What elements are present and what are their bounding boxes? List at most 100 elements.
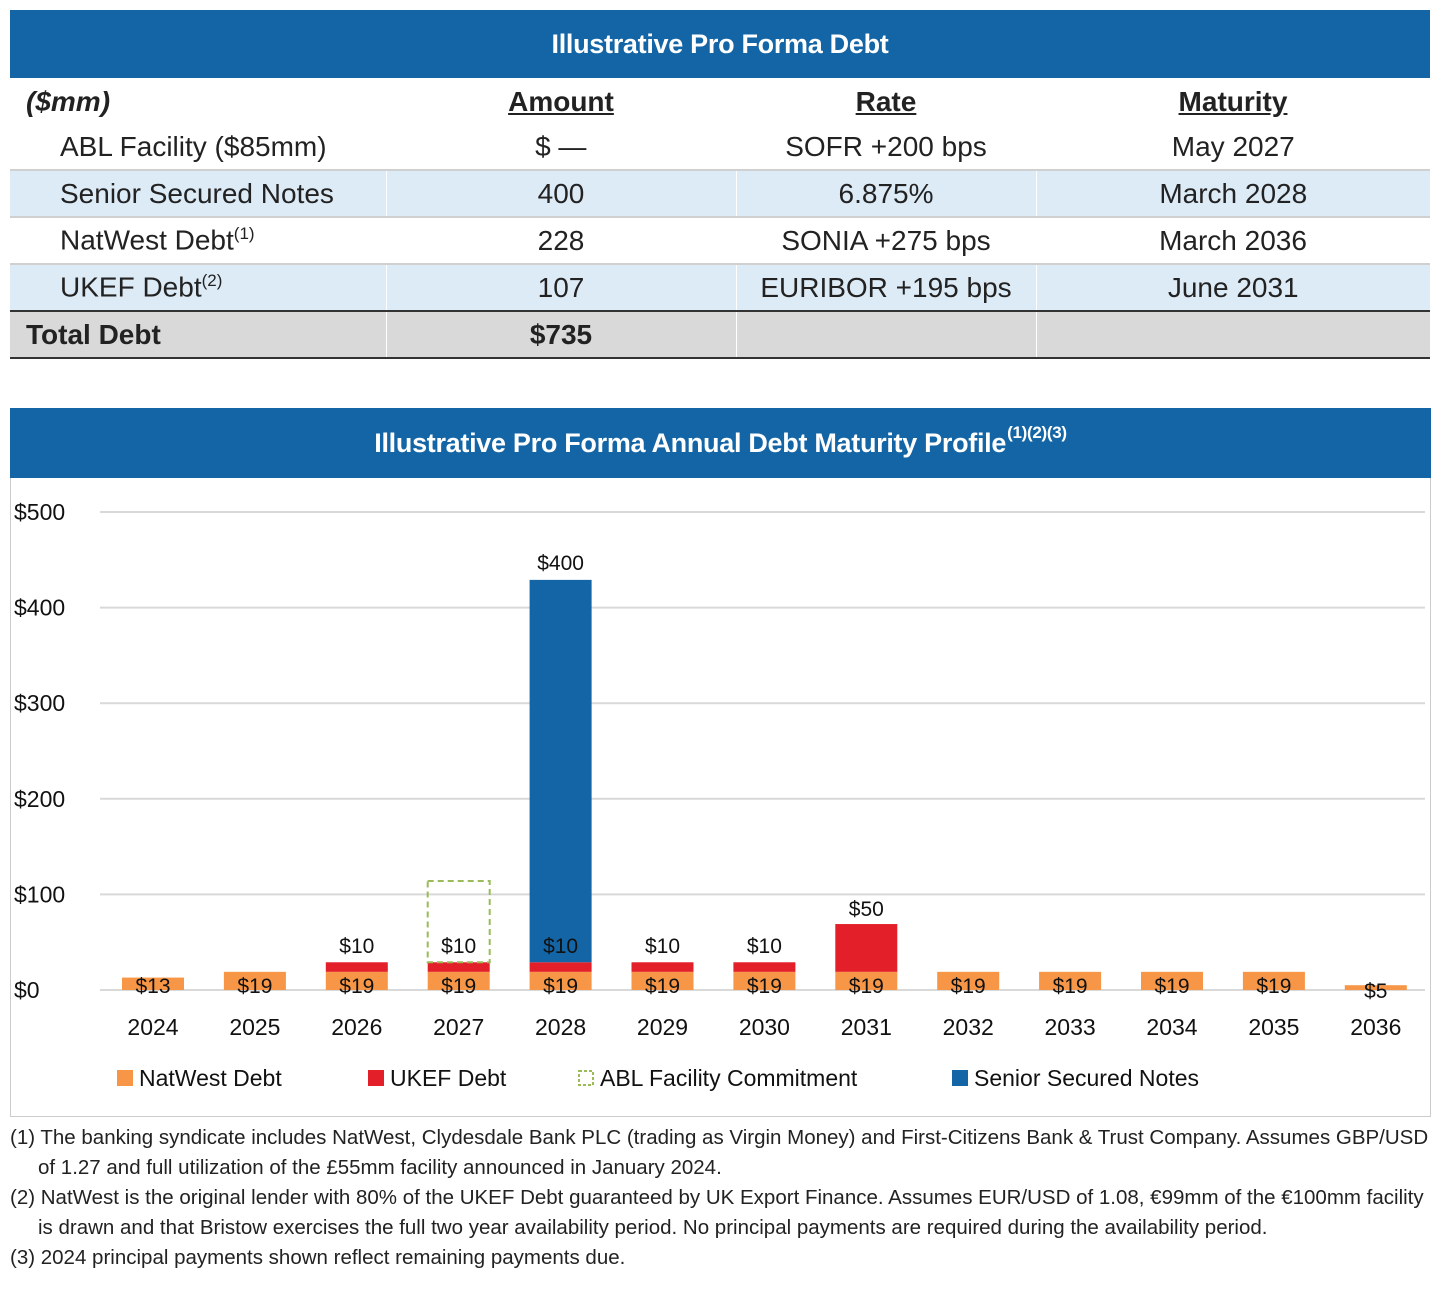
footnotes: (1) The banking syndicate includes NatWe… xyxy=(10,1123,1430,1273)
bar-natwest-2036 xyxy=(1344,985,1407,990)
table-row: UKEF Debt(2) 107 EURIBOR +195 bps June 2… xyxy=(10,264,1430,311)
row-amount: $ — xyxy=(386,124,737,171)
row-maturity: June 2031 xyxy=(1036,264,1430,311)
legend-swatch xyxy=(952,1070,968,1086)
legend-label: NatWest Debt xyxy=(139,1065,282,1091)
label-natwest-2025: $19 xyxy=(237,975,272,998)
bar-natwest-2024 xyxy=(122,977,184,990)
footnote-1: (1) The banking syndicate includes NatWe… xyxy=(10,1126,1429,1179)
total-row: Total Debt $735 xyxy=(10,310,1430,359)
bar-natwest-2031 xyxy=(835,971,898,990)
y-tick-label: $100 xyxy=(14,881,65,907)
header-rate: Rate xyxy=(855,86,917,117)
row-label: ABL Facility ($85mm) xyxy=(10,124,386,171)
legend-swatch xyxy=(117,1070,133,1086)
label-ukef-2030: $10 xyxy=(747,935,782,958)
bar-natwest-2033 xyxy=(1039,971,1102,990)
label-natwest-2034: $19 xyxy=(1154,975,1189,998)
label-natwest-2031: $19 xyxy=(849,975,884,998)
total-rate-empty xyxy=(736,310,1037,359)
x-tick-label: 2029 xyxy=(637,1014,688,1040)
bar-natwest-2027 xyxy=(427,971,490,990)
table-row: Senior Secured Notes 400 6.875% March 20… xyxy=(10,170,1430,218)
total-maturity-empty xyxy=(1036,310,1430,359)
bar-natwest-2034 xyxy=(1141,971,1203,990)
label-natwest-2024: $13 xyxy=(135,975,170,998)
total-amount: $735 xyxy=(386,310,737,359)
x-tick-label: 2031 xyxy=(841,1014,892,1040)
label-ukef-2026: $10 xyxy=(339,935,374,958)
legend-label: ABL Facility Commitment xyxy=(600,1065,858,1091)
row-amount: 228 xyxy=(386,217,736,265)
bar-ukef-2031 xyxy=(835,924,898,972)
bar-abl-2027 xyxy=(426,880,491,964)
maturity-chart: $0 $100 $200 $300 $400 $500 $13 2024 $19 2025 $19 $… xyxy=(14,499,1425,1091)
x-tick-label: 2024 xyxy=(127,1014,178,1040)
table-header-row: ($mm) Amount Rate Maturity xyxy=(10,80,1430,124)
label-natwest-2026: $19 xyxy=(339,975,374,998)
row-label: Senior Secured Notes xyxy=(10,170,387,218)
y-tick-label: $400 xyxy=(14,595,65,621)
debt-table-title: Illustrative Pro Forma Debt xyxy=(10,10,1430,78)
label-ukef-2029: $10 xyxy=(645,935,680,958)
header-units: ($mm) xyxy=(26,86,111,117)
legend-label: UKEF Debt xyxy=(390,1065,507,1091)
label-ukef-2027: $10 xyxy=(441,935,476,958)
x-tick-label: 2036 xyxy=(1350,1014,1401,1040)
legend-swatch xyxy=(368,1070,384,1086)
total-label: Total Debt xyxy=(10,310,387,359)
bar-natwest-2029 xyxy=(631,971,694,990)
bar-ukef-2029 xyxy=(631,962,694,972)
debt-table-title-text: Illustrative Pro Forma Debt xyxy=(551,28,889,59)
bar-ukef-2030 xyxy=(733,962,796,972)
row-label: NatWest Debt(1) xyxy=(10,217,386,265)
footnote-3: (3) 2024 principal payments shown reflec… xyxy=(10,1246,626,1269)
y-tick-label: $200 xyxy=(14,786,65,812)
bar-ukef-2027 xyxy=(427,962,490,972)
table-row: ABL Facility ($85mm) $ — SOFR +200 bps M… xyxy=(10,124,1430,171)
footnote-2: (2) NatWest is the original lender with … xyxy=(10,1186,1424,1239)
label-ukef-2031: $50 xyxy=(849,898,884,921)
y-tick-label: $0 xyxy=(14,977,40,1003)
row-maturity: May 2027 xyxy=(1036,124,1430,171)
table-row: NatWest Debt(1) 228 SONIA +275 bps March… xyxy=(10,217,1430,265)
bar-senior-notes-2028 xyxy=(529,579,592,963)
x-tick-label: 2035 xyxy=(1248,1014,1299,1040)
row-rate: 6.875% xyxy=(736,170,1037,218)
x-tick-label: 2030 xyxy=(739,1014,790,1040)
x-tick-label: 2032 xyxy=(943,1014,994,1040)
row-rate: SONIA +275 bps xyxy=(736,217,1036,265)
bar-natwest-2032 xyxy=(937,971,1000,990)
label-natwest-2032: $19 xyxy=(951,975,986,998)
label-senior-notes-2028: $400 xyxy=(537,552,584,575)
row-label: UKEF Debt(2) xyxy=(10,264,387,311)
bar-ukef-2028 xyxy=(529,962,592,972)
bar-natwest-2028 xyxy=(529,971,592,990)
chart-title-text: Illustrative Pro Forma Annual Debt Matur… xyxy=(374,427,1007,458)
label-natwest-2028: $19 xyxy=(543,975,578,998)
label-natwest-2035: $19 xyxy=(1256,975,1291,998)
bar-ukef-2026 xyxy=(325,962,388,972)
chart-title: Illustrative Pro Forma Annual Debt Matur… xyxy=(10,408,1431,478)
chart-title-footnotes: (1)(2)(3) xyxy=(1007,423,1067,442)
row-maturity: March 2036 xyxy=(1036,217,1430,265)
bar-natwest-2025 xyxy=(223,971,286,990)
y-tick-label: $500 xyxy=(14,499,65,525)
label-natwest-2033: $19 xyxy=(1053,975,1088,998)
x-tick-label: 2026 xyxy=(331,1014,382,1040)
x-tick-label: 2025 xyxy=(229,1014,280,1040)
label-natwest-2030: $19 xyxy=(747,975,782,998)
header-maturity: Maturity xyxy=(1178,86,1288,117)
bar-natwest-2035 xyxy=(1242,971,1305,990)
header-amount: Amount xyxy=(508,86,614,117)
row-rate: EURIBOR +195 bps xyxy=(736,264,1037,311)
label-natwest-2029: $19 xyxy=(645,975,680,998)
y-tick-label: $300 xyxy=(14,690,65,716)
bar-natwest-2026 xyxy=(325,971,388,990)
row-amount: 400 xyxy=(386,170,737,218)
x-tick-label: 2027 xyxy=(433,1014,484,1040)
row-amount: 107 xyxy=(386,264,737,311)
bar-natwest-2030 xyxy=(733,971,796,990)
x-tick-label: 2034 xyxy=(1146,1014,1197,1040)
label-natwest-2036: $5 xyxy=(1364,980,1387,1003)
